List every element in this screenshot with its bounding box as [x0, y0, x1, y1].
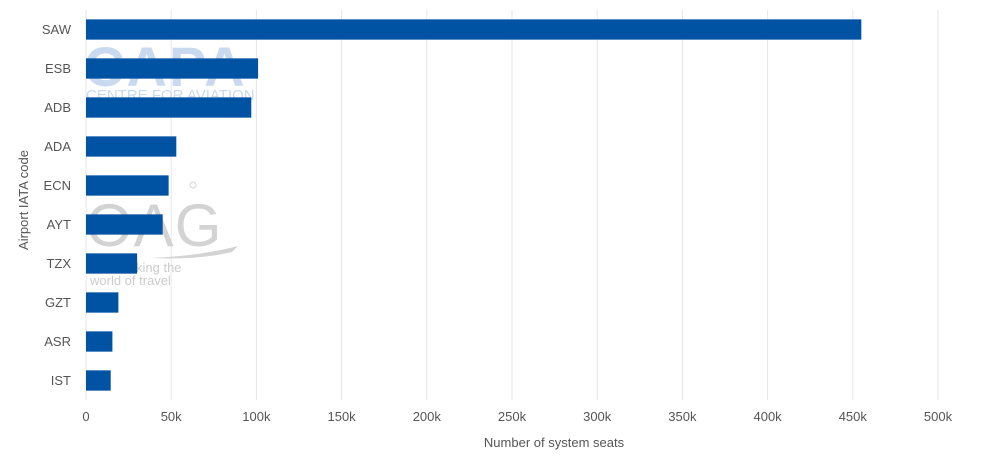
x-tick-label: 400k [753, 409, 782, 424]
y-tick-label-esb: ESB [45, 61, 71, 76]
x-axis-tick-labels: 0 50k 100k 150k 200k 250k 300k 350k 400k 450k 500k [82, 409, 952, 424]
bar-ayt[interactable] [86, 214, 163, 235]
bar-ada[interactable] [86, 136, 177, 157]
y-tick-label-saw: SAW [42, 22, 72, 37]
y-tick-label-asr: ASR [44, 334, 71, 349]
bar-gzt[interactable] [86, 292, 119, 313]
x-tick-label: 100k [242, 409, 271, 424]
x-tick-label: 200k [413, 409, 442, 424]
x-tick-label: 450k [839, 409, 868, 424]
y-tick-label-adb: ADB [44, 100, 71, 115]
bar-adb[interactable] [86, 97, 252, 118]
y-axis-tick-labels: SAW ESB ADB ADA ECN AYT TZX GZT ASR IST [42, 22, 72, 388]
x-tick-label: 250k [498, 409, 527, 424]
bar-esb[interactable] [86, 58, 259, 79]
bar-ist[interactable] [86, 370, 111, 391]
y-tick-label-ist: IST [51, 373, 71, 388]
y-tick-label-ayt: AYT [47, 217, 71, 232]
bar-asr[interactable] [86, 331, 113, 352]
x-tick-label: 150k [327, 409, 356, 424]
oag-dot-icon [189, 181, 197, 189]
y-axis-title: Airport IATA code [16, 150, 31, 250]
x-tick-label: 0 [82, 409, 89, 424]
y-tick-label-ecn: ECN [44, 178, 71, 193]
y-tick-label-tzx: TZX [46, 256, 71, 271]
y-tick-label-gzt: GZT [45, 295, 71, 310]
bar-tzx[interactable] [86, 253, 138, 274]
x-tick-label: 500k [924, 409, 953, 424]
y-tick-label-ada: ADA [44, 139, 71, 154]
x-axis-title: Number of system seats [484, 435, 625, 450]
oag-tagline-line1: king the [136, 260, 182, 275]
oag-tagline-line2: world of travel [89, 273, 171, 288]
bar-ecn[interactable] [86, 175, 169, 196]
plane-swoosh-icon [150, 246, 238, 259]
bar-saw[interactable] [86, 19, 862, 40]
bars [86, 19, 862, 391]
x-tick-label: 50k [161, 409, 182, 424]
x-tick-label: 300k [583, 409, 612, 424]
x-tick-label: 350k [668, 409, 697, 424]
